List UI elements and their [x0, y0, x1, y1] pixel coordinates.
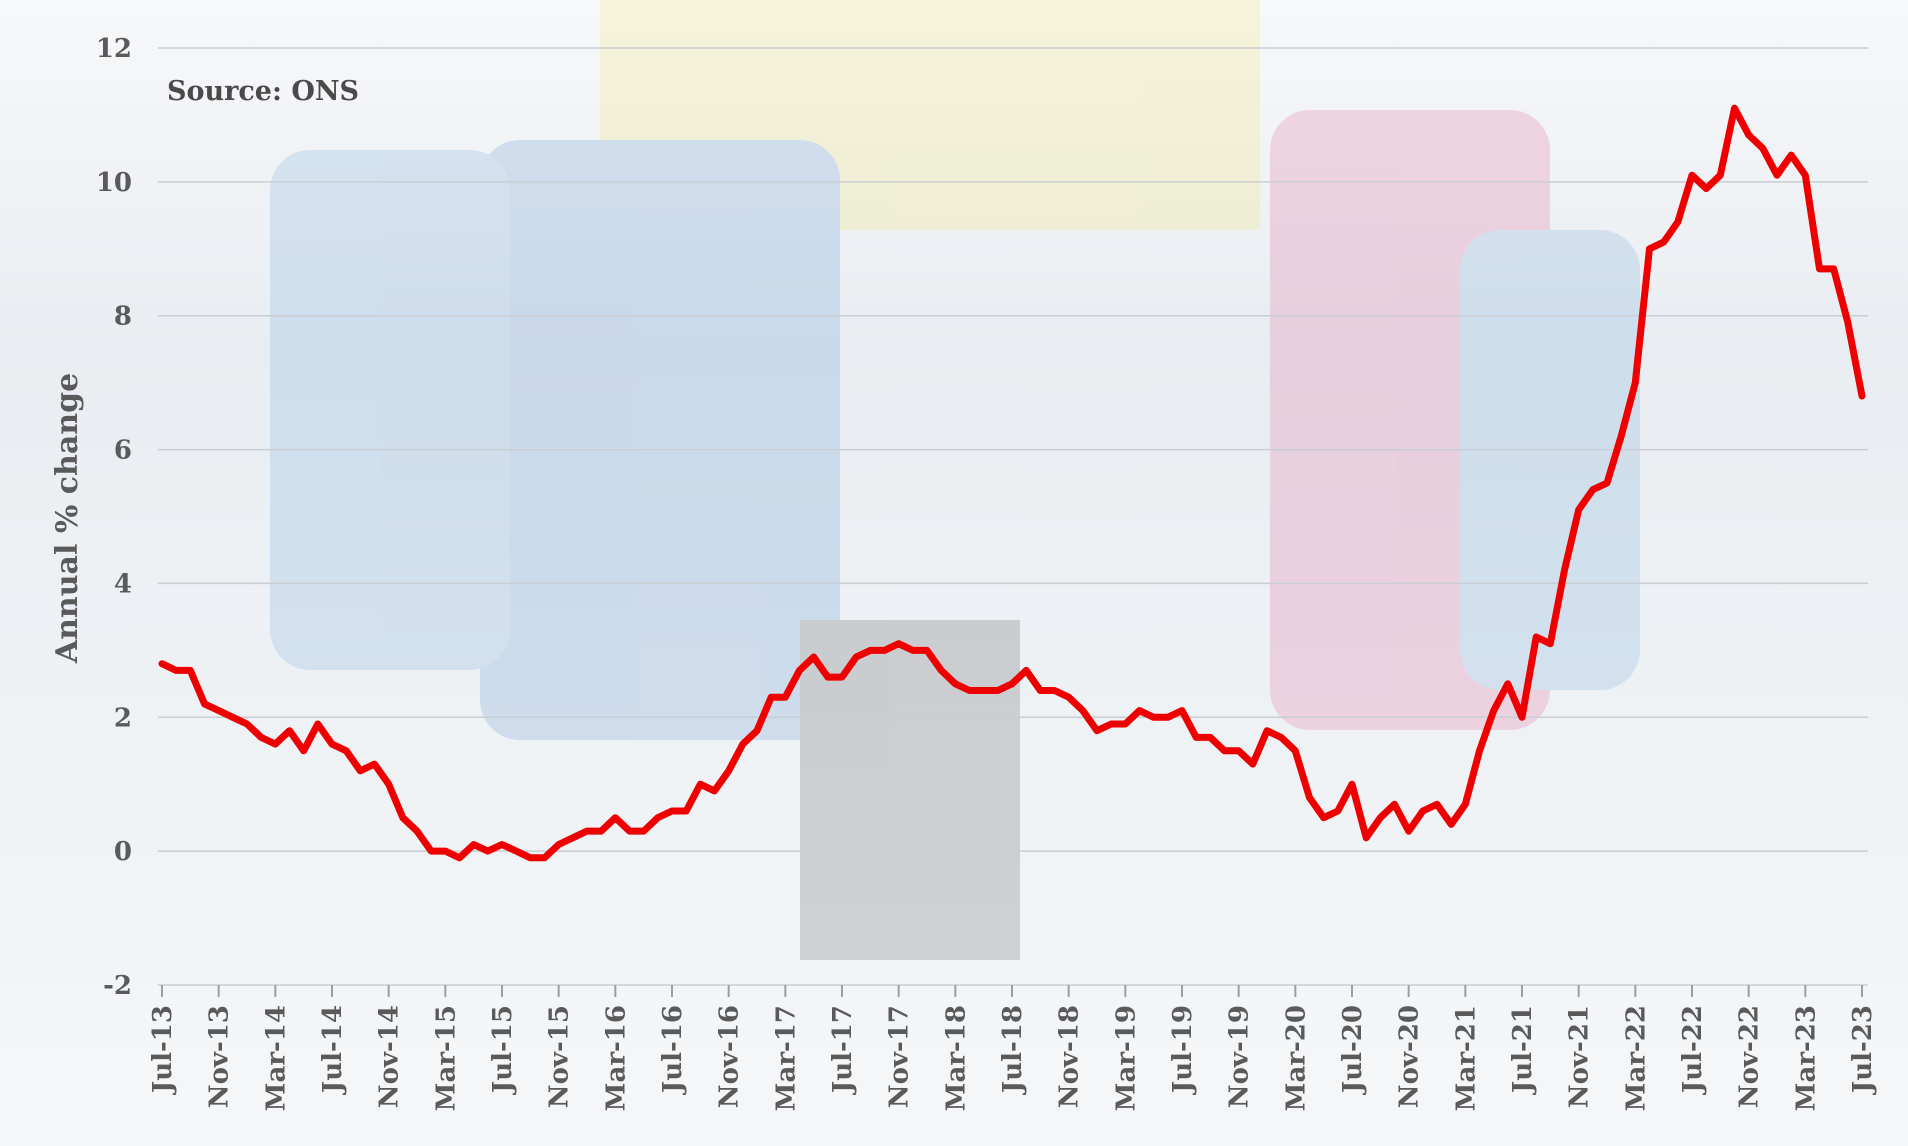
y-axis-title: Annual % change	[50, 373, 85, 664]
y-tick-label: 0	[114, 837, 132, 867]
x-tick-label: Nov-14	[375, 1005, 405, 1108]
x-tick-label: Mar-17	[771, 1005, 801, 1111]
x-tick-label: Jul-23	[1848, 1005, 1878, 1095]
x-axis: Jul-13 Nov-13 Mar-14 Jul-14 Nov-14 Mar-15 Jul-…	[148, 985, 1878, 1111]
y-tick-label: 4	[114, 569, 132, 599]
x-tick-label: Jul-17	[828, 1005, 858, 1095]
y-tick-label: 8	[114, 302, 132, 332]
x-tick-label: Jul-22	[1678, 1005, 1708, 1095]
background-photo	[270, 0, 1640, 960]
y-tick-label: -2	[103, 971, 132, 1001]
x-tick-label: Jul-19	[1168, 1005, 1198, 1095]
x-tick-label: Mar-21	[1451, 1005, 1481, 1111]
x-tick-label: Jul-18	[998, 1005, 1028, 1095]
x-tick-label: Nov-15	[545, 1005, 575, 1108]
x-tick-label: Mar-20	[1281, 1005, 1311, 1111]
x-tick-label: Nov-17	[885, 1005, 915, 1108]
x-tick-label: Nov-21	[1565, 1005, 1595, 1108]
x-tick-label: Jul-16	[658, 1005, 688, 1095]
y-axis: -2 0 2 4 6 8 10 12	[96, 34, 132, 1001]
x-tick-label: Mar-18	[941, 1005, 971, 1111]
x-tick-label: Jul-14	[318, 1005, 348, 1095]
x-tick-label: Jul-13	[148, 1005, 178, 1095]
x-tick-label: Jul-21	[1508, 1005, 1538, 1095]
x-tick-label: Nov-22	[1735, 1005, 1765, 1108]
x-tick-label: Nov-16	[715, 1005, 745, 1108]
x-tick-label: Mar-15	[431, 1005, 461, 1111]
x-tick-label: Mar-23	[1791, 1005, 1821, 1111]
y-tick-label: 6	[114, 436, 132, 466]
x-tick-label: Mar-16	[601, 1005, 631, 1111]
series-line-inflation	[158, 104, 1866, 862]
x-tick-label: Mar-22	[1621, 1005, 1651, 1111]
x-tick-label: Mar-19	[1111, 1005, 1141, 1111]
x-tick-label: Mar-14	[261, 1005, 291, 1111]
x-tick-label: Nov-19	[1225, 1005, 1255, 1108]
x-tick-label: Nov-20	[1395, 1005, 1425, 1108]
y-tick-label: 10	[96, 168, 132, 198]
x-tick-label: Nov-18	[1055, 1005, 1085, 1108]
y-tick-label: 12	[96, 34, 132, 64]
y-tick-label: 2	[114, 703, 132, 733]
x-tick-label: Nov-13	[205, 1005, 235, 1108]
gridlines	[158, 47, 1868, 986]
x-tick-label: Jul-15	[488, 1005, 518, 1095]
x-tick-label: Jul-20	[1338, 1005, 1368, 1095]
source-annotation: Source: ONS	[167, 76, 359, 107]
